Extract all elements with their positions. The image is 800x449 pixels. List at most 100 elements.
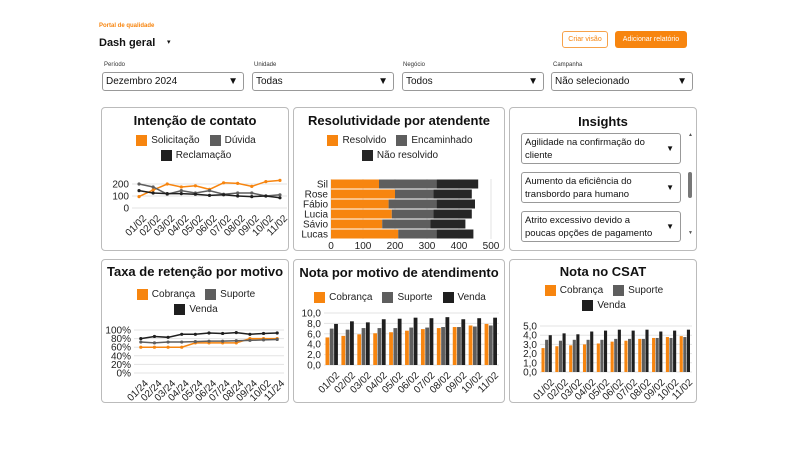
chart-taxa-retencao: Taxa de retenção por motivo Cobrança Supor… bbox=[101, 259, 289, 404]
bar-segment bbox=[433, 189, 472, 199]
bar bbox=[572, 339, 576, 372]
insight-item[interactable]: Aumento da eficiência do transbordo para… bbox=[521, 172, 681, 203]
legend-label: Suporte bbox=[397, 292, 433, 303]
bar-segment bbox=[436, 229, 474, 239]
dashboard-selector[interactable]: Dash geral bbox=[99, 37, 156, 49]
insight-item[interactable]: Atrito excessivo devido a poucas opções … bbox=[521, 211, 681, 242]
legend-swatch bbox=[136, 135, 148, 146]
insight-text: Agilidade na confirmação do cliente bbox=[525, 137, 645, 161]
x-tick-label: 400 bbox=[451, 241, 468, 252]
bar bbox=[350, 321, 354, 365]
data-point bbox=[221, 181, 226, 185]
negocio-select[interactable]: Todos ▼ bbox=[402, 72, 544, 91]
unidade-select[interactable]: Todas ▼ bbox=[252, 72, 394, 91]
y-category-label: Lucas bbox=[301, 230, 328, 241]
scrollbar-thumb[interactable] bbox=[688, 172, 692, 198]
insights-title: Insights bbox=[578, 114, 628, 129]
periodo-select[interactable]: Dezembro 2024 ▼ bbox=[102, 72, 244, 91]
x-tick-label: 200 bbox=[387, 241, 404, 252]
y-category-label: Fábio bbox=[303, 200, 328, 211]
legend-item: Solicitação bbox=[136, 135, 200, 146]
data-point bbox=[193, 340, 197, 344]
data-point bbox=[180, 345, 184, 349]
legend-swatch bbox=[544, 285, 556, 296]
data-point bbox=[137, 195, 141, 199]
bar bbox=[576, 334, 580, 372]
y-tick-label: 6,0 bbox=[307, 329, 321, 340]
data-point bbox=[152, 334, 157, 339]
data-point bbox=[250, 184, 254, 188]
bar bbox=[673, 330, 677, 372]
chart-legend: Solicitação Dúvida Reclamação bbox=[121, 135, 271, 161]
bar-segment bbox=[382, 219, 431, 229]
legend-item: Cobrança bbox=[314, 292, 372, 303]
data-point bbox=[179, 189, 183, 193]
bar bbox=[628, 338, 632, 372]
legend-swatch bbox=[160, 150, 172, 161]
legend-label: Suporte bbox=[220, 289, 256, 300]
insight-item[interactable]: Agilidade na confirmação do cliente ▼ bbox=[521, 133, 681, 164]
chart-title: Taxa de retenção por motivo bbox=[106, 264, 284, 279]
data-point bbox=[165, 192, 169, 196]
unidade-value: Todas bbox=[256, 76, 283, 87]
add-report-button[interactable]: Adicionar relatório bbox=[615, 31, 687, 48]
campanha-select[interactable]: Não selecionado ▼ bbox=[551, 72, 693, 91]
data-point bbox=[236, 191, 240, 195]
bar bbox=[441, 327, 445, 365]
bar bbox=[393, 328, 398, 365]
bar bbox=[357, 334, 362, 365]
dropdown-arrow-icon: ▼ bbox=[666, 144, 674, 153]
scroll-down-icon[interactable]: ▼ bbox=[688, 230, 693, 236]
y-tick-label: 2,0 bbox=[307, 350, 321, 361]
bar-segment bbox=[430, 219, 466, 229]
bar-segment bbox=[433, 209, 472, 219]
data-point bbox=[207, 189, 212, 193]
data-point bbox=[152, 345, 157, 349]
bar bbox=[405, 330, 409, 365]
caret-down-icon[interactable]: ▾ bbox=[167, 39, 171, 46]
bar bbox=[617, 329, 621, 372]
data-point bbox=[250, 191, 254, 195]
bar-segment bbox=[398, 229, 437, 239]
data-point bbox=[248, 332, 252, 336]
legend-label: Cobrança bbox=[559, 285, 604, 296]
bar-segment bbox=[391, 209, 434, 219]
legend-swatch bbox=[396, 135, 408, 146]
data-point bbox=[275, 331, 279, 335]
data-point bbox=[166, 340, 170, 344]
legend-label: Venda bbox=[189, 304, 218, 315]
legend-label: Solicitação bbox=[151, 135, 200, 146]
scroll-up-icon[interactable]: ▲ bbox=[688, 132, 693, 138]
bar bbox=[425, 327, 430, 365]
bar bbox=[373, 333, 378, 365]
bar bbox=[409, 327, 414, 365]
data-point bbox=[193, 192, 198, 196]
bar bbox=[548, 335, 552, 372]
legend-swatch bbox=[174, 304, 186, 315]
legend-label: Resolvido bbox=[342, 135, 387, 146]
legend-item: Resolvido bbox=[327, 135, 386, 146]
bar bbox=[683, 337, 687, 372]
bar bbox=[645, 329, 649, 372]
data-point bbox=[193, 184, 198, 188]
bar bbox=[493, 317, 497, 365]
bar bbox=[468, 325, 473, 365]
y-tick-label: 5,0 bbox=[523, 322, 537, 333]
legend-label: Venda bbox=[457, 292, 486, 303]
bar bbox=[652, 337, 656, 372]
chart-title: Nota no CSAT bbox=[559, 264, 647, 279]
create-view-button[interactable]: Criar visão bbox=[562, 31, 608, 48]
dropdown-arrow-icon: ▼ bbox=[378, 76, 388, 87]
data-point bbox=[137, 182, 141, 186]
bar bbox=[655, 337, 659, 372]
data-point bbox=[139, 345, 143, 349]
bar-segment bbox=[331, 219, 383, 229]
data-point bbox=[248, 338, 252, 342]
data-point bbox=[166, 345, 170, 349]
legend-swatch bbox=[442, 292, 454, 303]
legend-swatch bbox=[205, 289, 217, 300]
bar bbox=[445, 317, 450, 365]
legend-item: Reclamação bbox=[160, 150, 231, 161]
y-category-label: Lucia bbox=[304, 210, 328, 221]
bar bbox=[420, 329, 425, 365]
